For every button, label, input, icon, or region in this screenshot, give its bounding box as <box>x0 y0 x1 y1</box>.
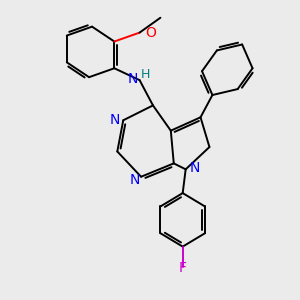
Text: H: H <box>140 68 150 81</box>
Text: N: N <box>128 72 138 86</box>
Text: N: N <box>189 161 200 175</box>
Text: N: N <box>110 113 120 127</box>
Text: F: F <box>179 261 187 275</box>
Text: N: N <box>130 173 140 187</box>
Text: O: O <box>145 26 156 40</box>
